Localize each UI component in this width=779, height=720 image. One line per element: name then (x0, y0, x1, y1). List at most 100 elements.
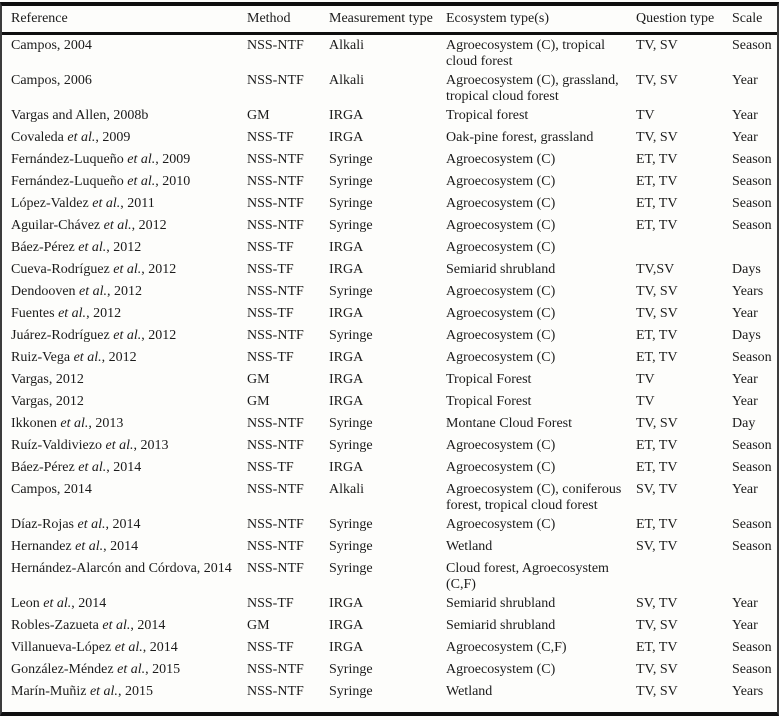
measurement-cell: Syringe (329, 416, 373, 431)
scale-cell: Season (732, 38, 772, 53)
scale-cell: Year (732, 482, 758, 497)
scale-cell: Year (732, 394, 758, 409)
ecosystem-cell: Agroecosystem (C) (446, 218, 556, 233)
question-type-cell: TV, SV (636, 306, 678, 321)
ecosystem-cell: Semiarid shrubland (446, 596, 556, 611)
table-row: Leon et al., 2014 NSS-TF IRGA Semiarid shru… (2, 593, 777, 615)
column-header-measurement: Measurement type (329, 11, 433, 26)
method-cell: NSS-NTF (247, 328, 304, 343)
column-header-scale: Scale (732, 11, 763, 26)
ecosystem-cell: Agroecosystem (C) (446, 438, 556, 453)
measurement-cell: IRGA (329, 372, 364, 387)
table-row: Díaz-Rojas et al., 2014 NSS-NTF Syringe Agr… (2, 514, 777, 536)
question-type-cell: ET, TV (636, 350, 678, 365)
method-cell: NSS-NTF (247, 561, 304, 576)
scale-cell: Season (732, 517, 772, 532)
method-cell: NSS-TF (247, 130, 294, 145)
table-row: Cueva-Rodríguez et al., 2012 NSS-TF IRGA Se… (2, 259, 777, 281)
measurement-cell: Syringe (329, 218, 373, 233)
method-cell: GM (247, 618, 270, 633)
scale-cell: Year (732, 73, 758, 88)
method-cell: NSS-NTF (247, 73, 304, 88)
table-row: Báez-Pérez et al., 2012 NSS-TF IRGA Agroeco… (2, 237, 777, 259)
method-cell: NSS-TF (247, 262, 294, 277)
question-type-cell: ET, TV (636, 438, 678, 453)
reference-cell: Vargas, 2012 (11, 394, 84, 409)
ecosystem-cell: Wetland (446, 684, 493, 699)
reference-cell: Díaz-Rojas et al., 2014 (11, 517, 141, 532)
measurement-cell: IRGA (329, 130, 364, 145)
table-row: Hernandez et al., 2014 NSS-NTF Syringe Wetl… (2, 536, 777, 558)
table-row: Ikkonen et al., 2013 NSS-NTF Syringe Montan… (2, 413, 777, 435)
ecosystem-cell: Agroecosystem (C), grassland, tropical c… (446, 73, 619, 104)
method-cell: NSS-NTF (247, 38, 304, 53)
scale-cell: Season (732, 196, 772, 211)
method-cell: NSS-NTF (247, 284, 304, 299)
question-type-cell: SV, TV (636, 482, 678, 497)
question-type-cell: TV,SV (636, 262, 675, 277)
table-body: Campos, 2004 NSS-NTF Alkali Agroecosystem (… (2, 35, 777, 703)
ecosystem-cell: Semiarid shrubland (446, 262, 556, 277)
question-type-cell: ET, TV (636, 196, 678, 211)
ecosystem-cell: Agroecosystem (C) (446, 152, 556, 167)
table-row: Robles-Zazueta et al., 2014 GM IRGA Semiari… (2, 615, 777, 637)
method-cell: NSS-TF (247, 306, 294, 321)
measurement-cell: Syringe (329, 517, 373, 532)
scale-cell: Season (732, 539, 772, 554)
ecosystem-cell: Tropical forest (446, 108, 529, 123)
table-row: Campos, 2006 NSS-NTF Alkali Agroecosystem (… (2, 70, 777, 105)
method-cell: NSS-NTF (247, 438, 304, 453)
question-type-cell: SV, TV (636, 596, 678, 611)
ecosystem-cell: Agroecosystem (C) (446, 174, 556, 189)
question-type-cell: ET, TV (636, 640, 678, 655)
reference-cell: Leon et al., 2014 (11, 596, 107, 611)
scale-cell: Day (732, 416, 756, 431)
reference-cell: Marín-Muñiz et al., 2015 (11, 684, 153, 699)
table-row: Vargas and Allen, 2008b GM IRGA Tropical fo… (2, 105, 777, 127)
scale-cell: Season (732, 218, 772, 233)
column-header-ecosystem: Ecosystem type(s) (446, 11, 550, 26)
ecosystem-cell: Agroecosystem (C) (446, 284, 556, 299)
ecosystem-cell: Agroecosystem (C) (446, 662, 556, 677)
table-row: Villanueva-López et al., 2014 NSS-TF IRGA A… (2, 637, 777, 659)
ecosystem-cell: Wetland (446, 539, 493, 554)
method-cell: NSS-NTF (247, 684, 304, 699)
reference-cell: Campos, 2006 (11, 73, 92, 88)
method-cell: NSS-TF (247, 596, 294, 611)
question-type-cell: TV, SV (636, 130, 678, 145)
ecosystem-cell: Agroecosystem (C,F) (446, 640, 567, 655)
reference-cell: Fernández-Luqueño et al., 2010 (11, 174, 191, 189)
measurement-cell: IRGA (329, 394, 364, 409)
ecosystem-cell: Montane Cloud Forest (446, 416, 572, 431)
table-header-row: Reference Method Measurement type Ecosys… (2, 6, 777, 35)
table-row: Fuentes et al., 2012 NSS-TF IRGA Agroecosys… (2, 303, 777, 325)
scale-cell: Days (732, 262, 761, 277)
ecosystem-cell: Agroecosystem (C) (446, 517, 556, 532)
method-cell: NSS-NTF (247, 218, 304, 233)
measurement-cell: Alkali (329, 73, 364, 88)
measurement-cell: IRGA (329, 240, 364, 255)
table-row: Covaleda et al., 2009 NSS-TF IRGA Oak-pine … (2, 127, 777, 149)
measurement-cell: IRGA (329, 108, 364, 123)
method-cell: NSS-NTF (247, 662, 304, 677)
reference-cell: Juárez-Rodríguez et al., 2012 (11, 328, 177, 343)
measurement-cell: IRGA (329, 596, 364, 611)
question-type-cell: TV, SV (636, 618, 678, 633)
reference-cell: Robles-Zazueta et al., 2014 (11, 618, 166, 633)
table-row: Aguilar-Chávez et al., 2012 NSS-NTF Syring… (2, 215, 777, 237)
scale-cell: Year (732, 596, 758, 611)
measurement-cell: Alkali (329, 38, 364, 53)
reference-cell: Villanueva-López et al., 2014 (11, 640, 178, 655)
scale-cell: Season (732, 350, 772, 365)
measurement-cell: Syringe (329, 561, 373, 576)
column-header-reference: Reference (11, 11, 68, 26)
question-type-cell: ET, TV (636, 460, 678, 475)
question-type-cell: TV, SV (636, 73, 678, 88)
measurement-cell: Syringe (329, 438, 373, 453)
reference-cell: Hernández-Alarcón and Córdova, 2014 (11, 561, 232, 576)
table-row: Campos, 2014 NSS-NTF Alkali Agroecosystem (… (2, 479, 777, 514)
scale-cell: Season (732, 152, 772, 167)
question-type-cell: TV, SV (636, 38, 678, 53)
